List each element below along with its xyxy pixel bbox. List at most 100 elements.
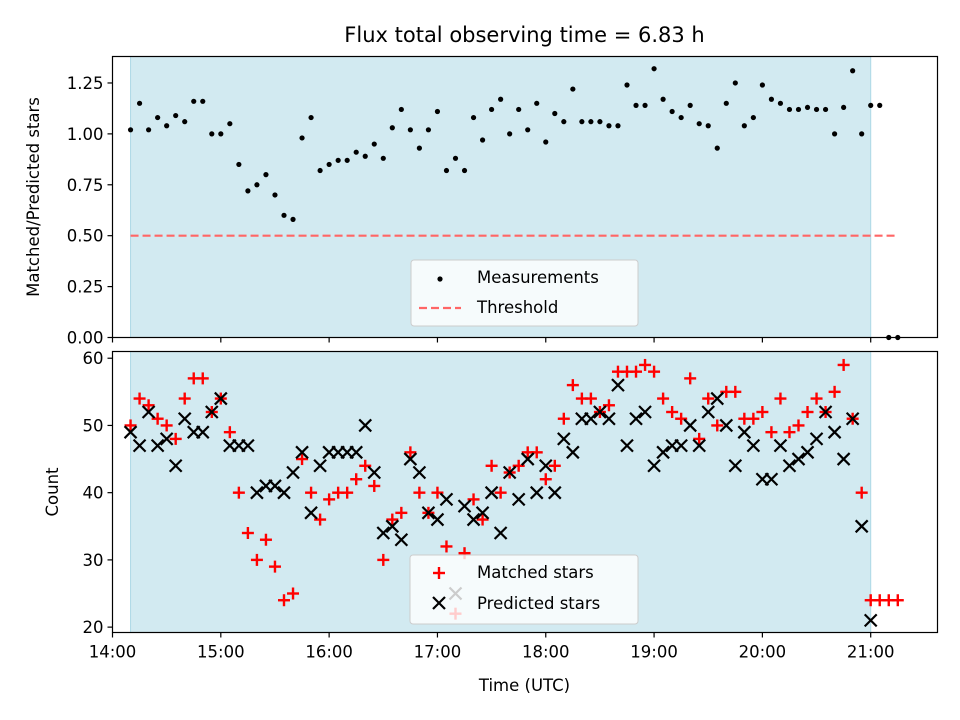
- measurement-point: [741, 123, 747, 129]
- predicted-point: [538, 459, 553, 473]
- measurement-point: [146, 127, 152, 133]
- matched-point: [277, 594, 290, 607]
- predicted-point: [195, 425, 210, 439]
- ratio-y-tick-label: 0.00: [67, 329, 104, 348]
- measurement-point: [606, 123, 612, 129]
- matched-point: [395, 506, 408, 519]
- matched-point: [702, 392, 715, 405]
- measurement-point: [470, 114, 477, 121]
- matched-point: [602, 399, 615, 412]
- predicted-point: [358, 418, 373, 433]
- matched-point: [792, 419, 805, 432]
- matched-point: [684, 372, 697, 385]
- predicted-point: [863, 613, 878, 628]
- matched-point: [711, 419, 724, 432]
- matched-point: [765, 426, 778, 439]
- predicted-point: [719, 418, 734, 433]
- measurement-point: [218, 131, 224, 137]
- matched-point: [467, 493, 480, 506]
- predicted-point: [304, 506, 318, 520]
- measurement-point: [398, 106, 404, 113]
- predicted-point: [800, 445, 815, 460]
- matched-point: [648, 365, 661, 378]
- measurement-point: [371, 141, 377, 147]
- matched-point: [774, 392, 787, 405]
- legend-predicted-marker: [432, 596, 446, 610]
- x-tick-label: 18:00: [522, 643, 570, 662]
- measurement-point: [461, 167, 468, 174]
- predicted-point: [611, 378, 625, 392]
- predicted-point: [683, 418, 697, 433]
- predicted-point: [412, 465, 427, 480]
- measurement-point: [561, 119, 567, 125]
- count-y-tick-label: 50: [83, 416, 104, 435]
- predicted-point: [439, 492, 454, 507]
- predicted-point: [529, 485, 544, 500]
- measurement-point: [543, 139, 549, 145]
- measurement-point: [624, 82, 630, 88]
- matched-point: [756, 406, 769, 419]
- measurement-point: [841, 104, 847, 111]
- predicted-point: [286, 465, 300, 480]
- measurement-point: [750, 114, 756, 121]
- measurement-point: [868, 102, 874, 108]
- matched-point: [142, 399, 155, 412]
- matched-point: [476, 513, 489, 526]
- matched-point: [133, 392, 146, 405]
- predicted-point: [250, 485, 264, 500]
- predicted-point: [150, 438, 165, 453]
- predicted-point: [466, 512, 481, 527]
- measurement-point: [173, 112, 179, 119]
- matched-point: [223, 426, 236, 439]
- predicted-point: [132, 438, 147, 453]
- predicted-point: [177, 411, 192, 426]
- measurement-point: [344, 157, 350, 163]
- predicted-point: [295, 445, 309, 460]
- measurement-point: [498, 96, 504, 102]
- measurement-point: [389, 125, 395, 131]
- predicted-point: [313, 459, 327, 473]
- matched-point: [386, 513, 399, 526]
- predicted-point: [214, 391, 228, 406]
- measurement-point: [651, 66, 657, 72]
- matched-point: [557, 412, 570, 425]
- measurement-point: [813, 106, 820, 113]
- matched-point: [160, 419, 173, 432]
- measurement-point: [489, 106, 495, 113]
- matched-point: [305, 486, 318, 499]
- measurement-point: [155, 114, 161, 121]
- matched-point: [810, 392, 823, 405]
- measurement-point: [272, 192, 278, 198]
- predicted-point: [782, 459, 797, 473]
- measurement-point: [191, 98, 197, 104]
- measurement-point: [723, 100, 729, 106]
- matched-point: [232, 486, 245, 499]
- predicted-point: [168, 459, 183, 473]
- measurement-point: [777, 100, 784, 106]
- legend-matched-marker: [433, 567, 445, 579]
- measurement-point: [768, 96, 775, 102]
- ratio-y-axis-label: Matched/Predicted stars: [24, 97, 43, 297]
- matched-point: [241, 527, 254, 540]
- predicted-point: [701, 405, 716, 419]
- measurement-point: [633, 102, 639, 108]
- matched-point: [368, 479, 381, 492]
- count-legend: Matched stars Predicted stars: [409, 554, 639, 625]
- predicted-point: [620, 438, 634, 453]
- measurement-point: [525, 127, 531, 133]
- matched-point: [530, 446, 543, 459]
- matched-point: [566, 379, 579, 392]
- matched-point: [801, 406, 814, 419]
- matched-point: [151, 412, 164, 425]
- predicted-point: [475, 506, 490, 520]
- predicted-point: [566, 445, 580, 460]
- predicted-point: [277, 485, 291, 500]
- measurement-point: [425, 127, 432, 133]
- matched-point: [675, 412, 688, 425]
- predicted-point: [728, 459, 743, 473]
- matched-point: [359, 459, 372, 472]
- predicted-point: [159, 432, 174, 446]
- predicted-point: [629, 411, 643, 426]
- measurement-point: [786, 106, 793, 113]
- measurement-point: [642, 102, 648, 108]
